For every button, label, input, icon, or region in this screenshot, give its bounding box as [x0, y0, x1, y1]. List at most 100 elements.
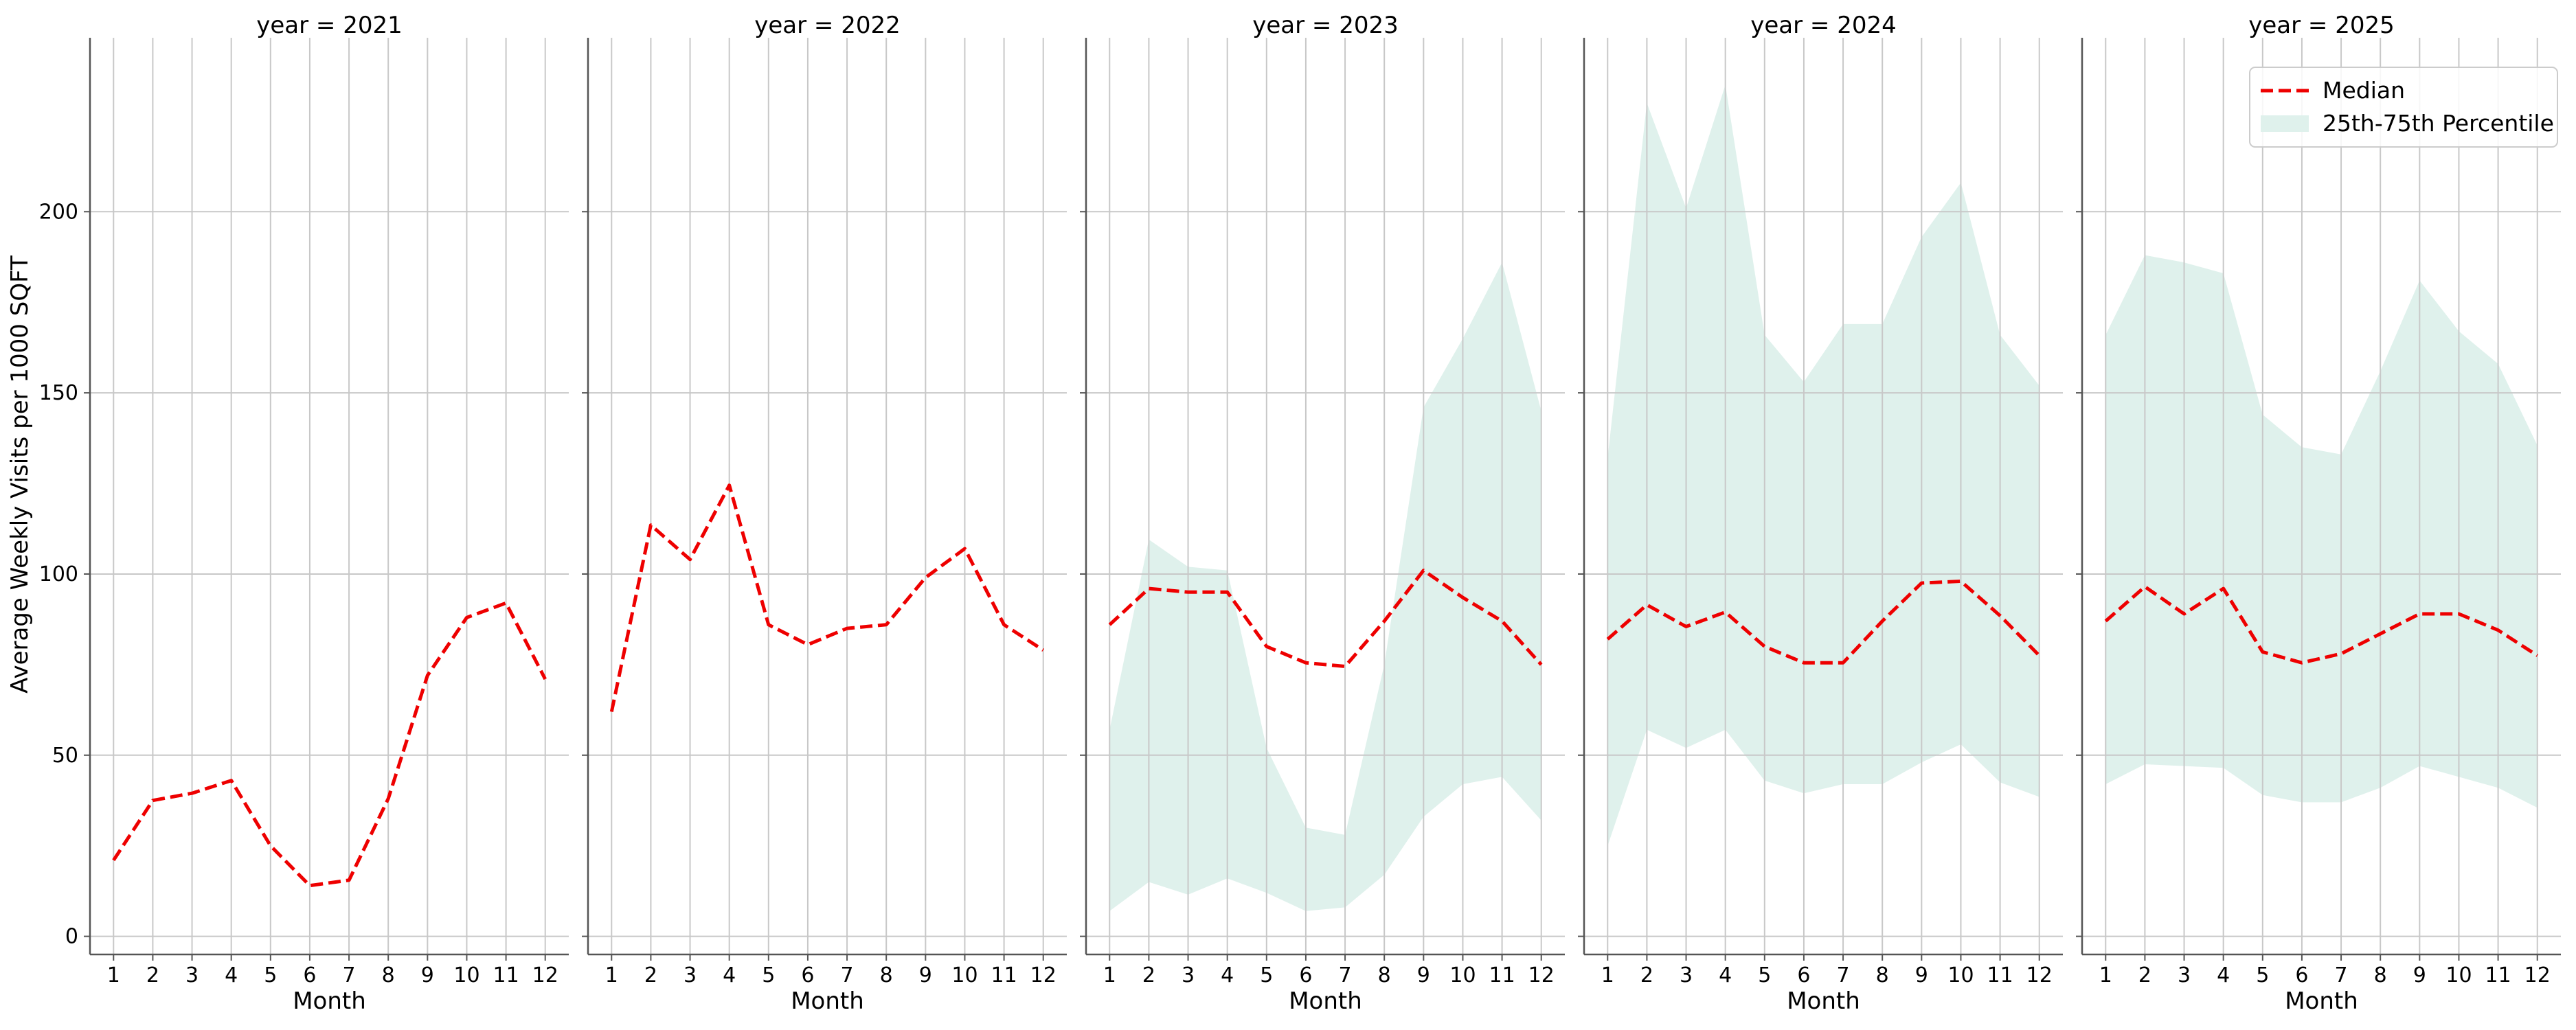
x-tick-label: 2	[2138, 963, 2151, 987]
panel-title: year = 2023	[1252, 12, 1398, 39]
x-tick-label: 9	[2413, 963, 2426, 987]
grid	[90, 38, 569, 954]
x-tick-label: 1	[1103, 963, 1116, 987]
grid	[1086, 38, 1565, 954]
x-tick-label: 9	[421, 963, 434, 987]
legend-band-label: 25th-75th Percentile	[2323, 110, 2554, 137]
x-tick-label: 11	[2485, 963, 2511, 987]
legend-band-swatch	[2261, 115, 2309, 132]
grid	[588, 38, 1067, 954]
grid	[2082, 38, 2561, 954]
panel-title: year = 2024	[1750, 12, 1896, 39]
grid	[1584, 38, 2063, 954]
x-tick-label: 12	[1528, 963, 1555, 987]
x-tick-label: 5	[1758, 963, 1771, 987]
x-tick-label: 10	[453, 963, 479, 987]
x-tick-label: 10	[951, 963, 978, 987]
y-tick-label: 150	[39, 381, 78, 405]
x-tick-label: 11	[1489, 963, 1515, 987]
x-tick-label: 8	[1876, 963, 1889, 987]
percentile-band	[1607, 84, 2040, 846]
y-tick-label: 50	[52, 744, 78, 768]
x-tick-label: 6	[303, 963, 316, 987]
x-tick-label: 11	[1987, 963, 2013, 987]
x-tick-label: 3	[185, 963, 199, 987]
x-tick-label: 4	[723, 963, 736, 987]
x-tick-label: 7	[1339, 963, 1352, 987]
x-tick-label: 3	[683, 963, 697, 987]
x-tick-label: 1	[605, 963, 618, 987]
percentile-band	[1109, 262, 1541, 911]
x-tick-label: 5	[2256, 963, 2269, 987]
x-tick-label: 10	[1449, 963, 1476, 987]
x-tick-label: 8	[382, 963, 395, 987]
x-tick-label: 9	[919, 963, 932, 987]
median-line	[1606, 580, 2041, 665]
x-tick-label: 3	[2178, 963, 2191, 987]
panel-title: year = 2022	[754, 12, 900, 39]
x-tick-label: 5	[264, 963, 277, 987]
median-line	[609, 483, 1045, 713]
x-axis-label: Month	[791, 987, 864, 1015]
x-tick-label: 2	[644, 963, 657, 987]
x-tick-label: 12	[2524, 963, 2551, 987]
x-tick-label: 12	[2026, 963, 2053, 987]
median-line	[2104, 584, 2539, 665]
x-tick-label: 2	[1640, 963, 1653, 987]
x-tick-label: 9	[1417, 963, 1430, 987]
x-tick-label: 3	[1182, 963, 1195, 987]
x-tick-label: 11	[493, 963, 519, 987]
x-tick-label: 4	[225, 963, 238, 987]
panel-title: year = 2021	[256, 12, 402, 39]
y-tick-label: 200	[39, 200, 78, 224]
x-tick-label: 10	[2445, 963, 2472, 987]
legend: Median 25th-75th Percentile	[2249, 67, 2558, 148]
x-axis-label: Month	[1289, 987, 1362, 1015]
x-tick-label: 12	[532, 963, 558, 987]
x-tick-label: 8	[1378, 963, 1391, 987]
x-tick-label: 4	[2217, 963, 2230, 987]
x-tick-label: 7	[1837, 963, 1850, 987]
median-line	[1108, 569, 1543, 668]
legend-box	[2249, 67, 2558, 148]
x-tick-label: 5	[1260, 963, 1273, 987]
x-tick-label: 3	[1680, 963, 1693, 987]
x-tick-label: 4	[1221, 963, 1234, 987]
x-tick-label: 12	[1030, 963, 1057, 987]
median-line	[112, 601, 547, 888]
x-tick-label: 1	[2099, 963, 2112, 987]
x-tick-label: 6	[2295, 963, 2308, 987]
y-tick-label: 0	[65, 925, 78, 949]
x-tick-label: 8	[880, 963, 893, 987]
y-tick-label: 100	[39, 562, 78, 586]
x-axis-label: Month	[1787, 987, 1860, 1015]
x-tick-label: 11	[991, 963, 1017, 987]
x-tick-label: 2	[1142, 963, 1155, 987]
x-tick-label: 1	[1601, 963, 1614, 987]
x-tick-label: 8	[2374, 963, 2387, 987]
x-tick-label: 6	[1797, 963, 1810, 987]
x-tick-label: 9	[1915, 963, 1928, 987]
legend-median-label: Median	[2323, 77, 2405, 104]
x-tick-label: 7	[343, 963, 356, 987]
x-tick-label: 6	[1299, 963, 1312, 987]
x-tick-label: 2	[146, 963, 159, 987]
x-tick-label: 1	[107, 963, 120, 987]
y-axis-label: Average Weekly Visits per 1000 SQFT	[6, 255, 34, 694]
panel-title: year = 2025	[2248, 12, 2394, 39]
x-axis-label: Month	[2285, 987, 2358, 1015]
x-tick-label: 4	[1719, 963, 1732, 987]
x-tick-label: 5	[762, 963, 775, 987]
x-tick-label: 6	[801, 963, 814, 987]
x-tick-label: 7	[841, 963, 854, 987]
x-axis-label: Month	[293, 987, 366, 1015]
x-tick-label: 7	[2335, 963, 2348, 987]
x-tick-label: 10	[1947, 963, 1974, 987]
percentile-band	[2105, 255, 2538, 808]
